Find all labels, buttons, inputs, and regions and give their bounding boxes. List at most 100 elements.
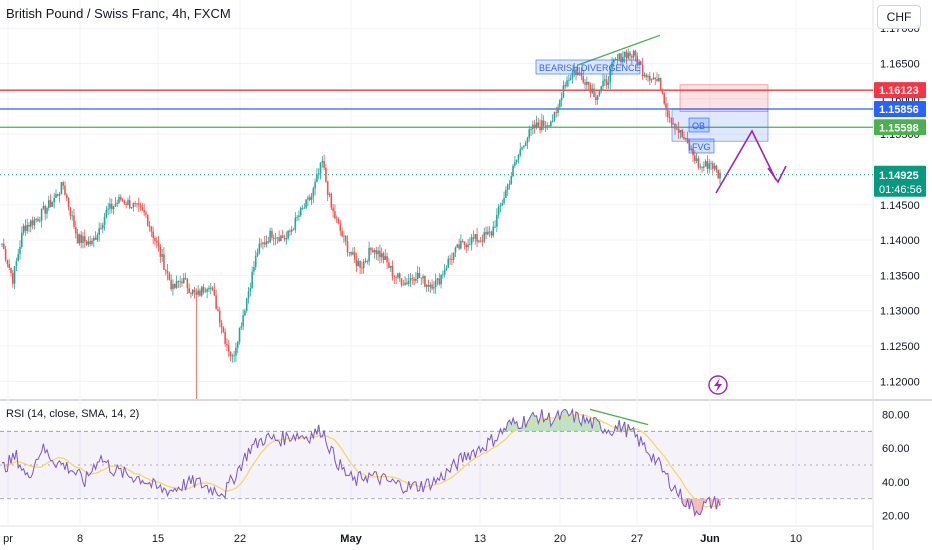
candle-body <box>400 278 403 285</box>
candle-body <box>395 277 397 278</box>
candle-body <box>458 244 460 249</box>
candle-body <box>114 203 117 207</box>
candle-body <box>496 214 498 227</box>
candle-body <box>564 85 567 87</box>
candle-body <box>188 288 190 294</box>
candle-body <box>110 203 113 210</box>
candle-body <box>195 292 198 295</box>
candle-body <box>620 53 622 62</box>
candle-body <box>13 266 16 284</box>
candle-body <box>339 223 342 232</box>
candle-body <box>74 226 77 234</box>
candle-body <box>287 230 289 239</box>
rsi-axis[interactable]: 80.00 60.00 40.00 20.00 <box>882 409 910 522</box>
candle-body <box>589 84 592 93</box>
candle-body <box>1 243 3 245</box>
candle-body <box>593 88 595 98</box>
candle-body <box>209 287 212 289</box>
price-label-bg-1.15598 <box>874 119 926 136</box>
candle-body <box>199 290 201 296</box>
candle-body <box>532 124 534 129</box>
candle-body <box>438 278 441 285</box>
fvg-zone <box>671 108 769 142</box>
candle-body <box>415 278 417 281</box>
price-tick-1.14500: 1.14500 <box>880 200 920 212</box>
candle-body <box>683 136 685 140</box>
candle-body <box>490 231 493 236</box>
candle-body <box>2 243 5 249</box>
time-tick-pr: pr <box>3 533 13 545</box>
candle-body <box>431 284 433 289</box>
candle-body <box>152 231 154 239</box>
candle-body <box>190 293 192 294</box>
current-price-bg <box>874 165 926 197</box>
candle-body <box>278 237 280 242</box>
candle-body <box>112 206 115 210</box>
zones <box>671 84 769 142</box>
candle-body <box>91 240 93 245</box>
candle-body <box>427 284 430 287</box>
candle-body <box>402 284 405 286</box>
rsi-pane[interactable] <box>0 407 873 518</box>
candle-body <box>299 208 302 216</box>
candle-body <box>571 72 574 79</box>
currency-button[interactable]: CHF <box>877 5 921 29</box>
candle-body <box>298 215 300 217</box>
candle-body <box>478 240 480 242</box>
candle-body <box>656 79 658 81</box>
candle-body <box>481 240 484 242</box>
candle-body <box>380 253 383 258</box>
candle-body <box>208 287 210 290</box>
annotations: BEARISH DIVERGENCE OB FVG <box>535 34 787 395</box>
candle-body <box>352 252 354 255</box>
rsi-divergence-trendline <box>589 408 649 426</box>
candle-body <box>258 243 261 253</box>
candle-body <box>344 235 347 242</box>
candle-body <box>197 290 199 295</box>
candle-body <box>92 237 95 241</box>
candle-body <box>416 272 419 279</box>
candle-body <box>251 271 253 289</box>
candle-body <box>443 270 446 275</box>
candle-body <box>447 258 450 268</box>
candle-body <box>488 231 491 233</box>
candle-body <box>632 50 635 58</box>
candle-body <box>569 78 572 80</box>
price-label-bg-1.15856 <box>874 101 926 118</box>
candle-body <box>238 327 241 343</box>
candle-body <box>389 265 392 268</box>
time-axis[interactable]: pr 8 15 22 May 13 20 27 Jun 10 <box>3 533 802 545</box>
candle-body <box>78 234 81 244</box>
candle-body <box>623 51 626 57</box>
candle-body <box>535 122 538 128</box>
candle-body <box>235 347 237 356</box>
candle-body <box>420 277 423 279</box>
candle-body <box>613 59 615 63</box>
candle-body <box>686 138 689 144</box>
candle-body <box>121 199 124 201</box>
candle-body <box>411 278 414 279</box>
candle-body <box>148 225 151 228</box>
candle-body <box>706 161 709 169</box>
ob-label-box <box>688 117 710 133</box>
candle-body <box>94 237 97 240</box>
candle-body <box>616 58 619 60</box>
candle-body <box>118 196 120 204</box>
candle-body <box>253 267 255 272</box>
current-price-label: 1.14925 <box>879 170 919 182</box>
candle-body <box>280 235 282 242</box>
candle-body <box>629 52 631 57</box>
candle-body <box>166 270 169 274</box>
price-labels: 1.16123 1.15856 1.15598 1.14925 01:46:56 <box>874 82 926 197</box>
price-tick-1.14000: 1.14000 <box>880 235 920 247</box>
candle-body <box>274 238 277 239</box>
candle-body <box>71 215 73 217</box>
candle-body <box>303 207 306 209</box>
price-label-1.15856: 1.15856 <box>879 104 919 116</box>
candle-body <box>267 241 270 243</box>
candle-body <box>173 283 176 288</box>
candle-body <box>262 242 264 244</box>
candle-body <box>181 281 183 284</box>
candle-body <box>409 278 412 281</box>
